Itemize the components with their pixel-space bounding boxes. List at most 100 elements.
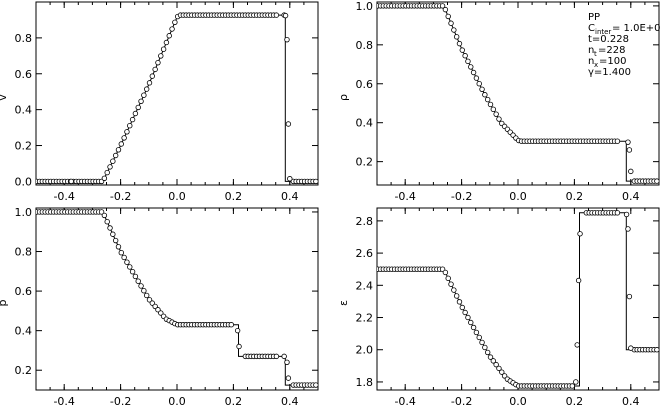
panel-energy-ytick-label: 2.2 (356, 312, 374, 325)
panel-pressure-marker (132, 273, 139, 280)
panel-energy-xtick-label: -0.2 (451, 395, 472, 408)
panel-energy-marker (470, 324, 477, 331)
panel-density-markers (377, 3, 659, 184)
panel-energy-marker (654, 347, 659, 353)
panel-pressure-marker (115, 244, 122, 250)
panel-pressure-ylabel: p (0, 299, 9, 306)
panel-velocity-ytick-label: 0.6 (15, 68, 33, 81)
panel-pressure-marker (112, 237, 119, 244)
panel-velocity-marker (169, 26, 175, 32)
panel-energy-marker (493, 361, 499, 368)
panel-density-marker (465, 58, 471, 65)
panel-energy-ytick-label: 2.0 (356, 344, 374, 357)
panel-density-marker (456, 40, 463, 47)
panel-energy-marker (614, 210, 621, 216)
panel-energy-marker-extra (625, 226, 631, 232)
panel-velocity-marker (132, 110, 139, 117)
panel-velocity-ytick-label: 0.0 (15, 175, 33, 188)
annotation-nx-value: =100 (599, 56, 626, 67)
panel-density-marker (453, 34, 460, 40)
panel-pressure-xtick-label: -0.4 (53, 395, 74, 408)
panel-pressure-marker-extra (285, 375, 292, 381)
panel-pressure-ytick-label: 0.8 (15, 246, 33, 259)
panel-pressure-marker (149, 300, 156, 306)
annotation-time: t=0.228 (588, 34, 629, 45)
panel-pressure-ytick-label: 0.6 (15, 285, 33, 298)
panel-velocity-marker (138, 98, 144, 105)
annotation-nt-subscript: t (594, 50, 597, 58)
panel-pressure-marker (146, 297, 153, 303)
panel-pressure-ytick-label: 1.0 (15, 206, 33, 219)
panel-pressure-frame (35, 207, 319, 391)
panel-pressure-marker (313, 382, 318, 388)
panel-density-marker (448, 20, 454, 26)
panel-density-ylabel: ρ (337, 94, 350, 101)
annotation-nx-subscript: x (594, 61, 598, 69)
panel-pressure-xtick-label: -0.2 (110, 395, 131, 408)
panel-velocity-marker (172, 19, 178, 25)
panel-energy-marker (451, 287, 457, 293)
panel-energy-ytick-label: 2.4 (356, 279, 374, 292)
panel-velocity-xtick-label: 0.2 (225, 190, 243, 203)
panel-energy-marker (482, 344, 488, 351)
panel-pressure-marker (127, 264, 133, 270)
panel-velocity-marker-extra (68, 178, 74, 185)
panel-pressure-marker-extra (236, 343, 242, 350)
panel-density-marker (462, 53, 468, 59)
panel-density-marker (476, 81, 482, 87)
annotation-c-value: = 1.0E+03 (612, 23, 660, 34)
panel-energy-marker (453, 293, 460, 299)
panel-density-ytick-label: 0.4 (356, 117, 374, 130)
panel-pressure: -0.4 -0.2 0.0 0.2 0.4 0.2 0.4 0.6 0.8 1.0 p (0, 206, 319, 408)
panel-velocity-marker-extra (284, 36, 290, 43)
panel-velocity-marker (160, 46, 167, 52)
panel-velocity-marker (127, 123, 133, 129)
panel-pressure-marker (152, 303, 158, 310)
panel-energy-marker-extra (573, 379, 579, 385)
panel-velocity-solution-line (36, 14, 318, 182)
panel-pressure-marker-extra (281, 353, 287, 360)
panel-energy-marker (442, 269, 449, 276)
panel-pressure-marker (228, 322, 234, 328)
panel-pressure-marker (158, 310, 164, 316)
panel-velocity-ytick-label: 0.8 (15, 32, 33, 45)
panel-pressure-marker (129, 269, 136, 275)
panel-velocity-markers (36, 12, 318, 185)
panel-density-marker (439, 3, 446, 9)
panel-energy-ytick-label: 1.8 (356, 376, 374, 389)
panel-velocity-marker (152, 66, 158, 73)
panel-density-marker (445, 13, 451, 20)
panel-velocity-marker (112, 152, 119, 159)
panel-density-xtick-label: -0.2 (451, 190, 472, 203)
panel-energy-xtick-label: 0.2 (566, 395, 584, 408)
panel-velocity-ylabel: v (0, 94, 9, 101)
panel-energy-markers (377, 210, 659, 389)
panel-pressure-marker (98, 209, 105, 215)
panel-density-marker (490, 106, 497, 113)
panel-energy-xtick-label: 0.0 (509, 395, 527, 408)
panel-pressure-ytick-label: 0.2 (15, 364, 33, 377)
panel-pressure-marker (104, 218, 110, 225)
panel-velocity-marker (121, 135, 127, 141)
panel-energy-marker (448, 281, 454, 287)
panel-pressure-marker (124, 259, 130, 265)
panel-velocity-xtick-label: 0.0 (168, 190, 186, 203)
panel-energy-marker-extra (574, 342, 580, 348)
panel-pressure-marker-extra (234, 327, 241, 334)
panel-energy-marker (468, 319, 474, 326)
annotation-c: C (588, 23, 595, 34)
panel-energy-marker (473, 329, 480, 336)
panel-velocity-marker (110, 158, 116, 164)
panel-velocity-marker (146, 80, 153, 86)
panel-density-marker (487, 101, 494, 108)
panel-energy-marker-extra (575, 277, 582, 284)
panel-density-marker (482, 92, 488, 98)
panel-pressure-marker (121, 254, 127, 261)
panel-velocity-marker (104, 169, 110, 176)
panel-density-marker (484, 96, 491, 103)
panel-velocity-marker (107, 164, 113, 170)
panel-pressure-marker (110, 231, 116, 237)
panel-density: -0.4 -0.2 0.0 0.2 0.4 0.2 0.4 0.6 0.8 1.0 ρ PPC inte… (337, 0, 660, 203)
panel-density-marker (451, 27, 457, 33)
